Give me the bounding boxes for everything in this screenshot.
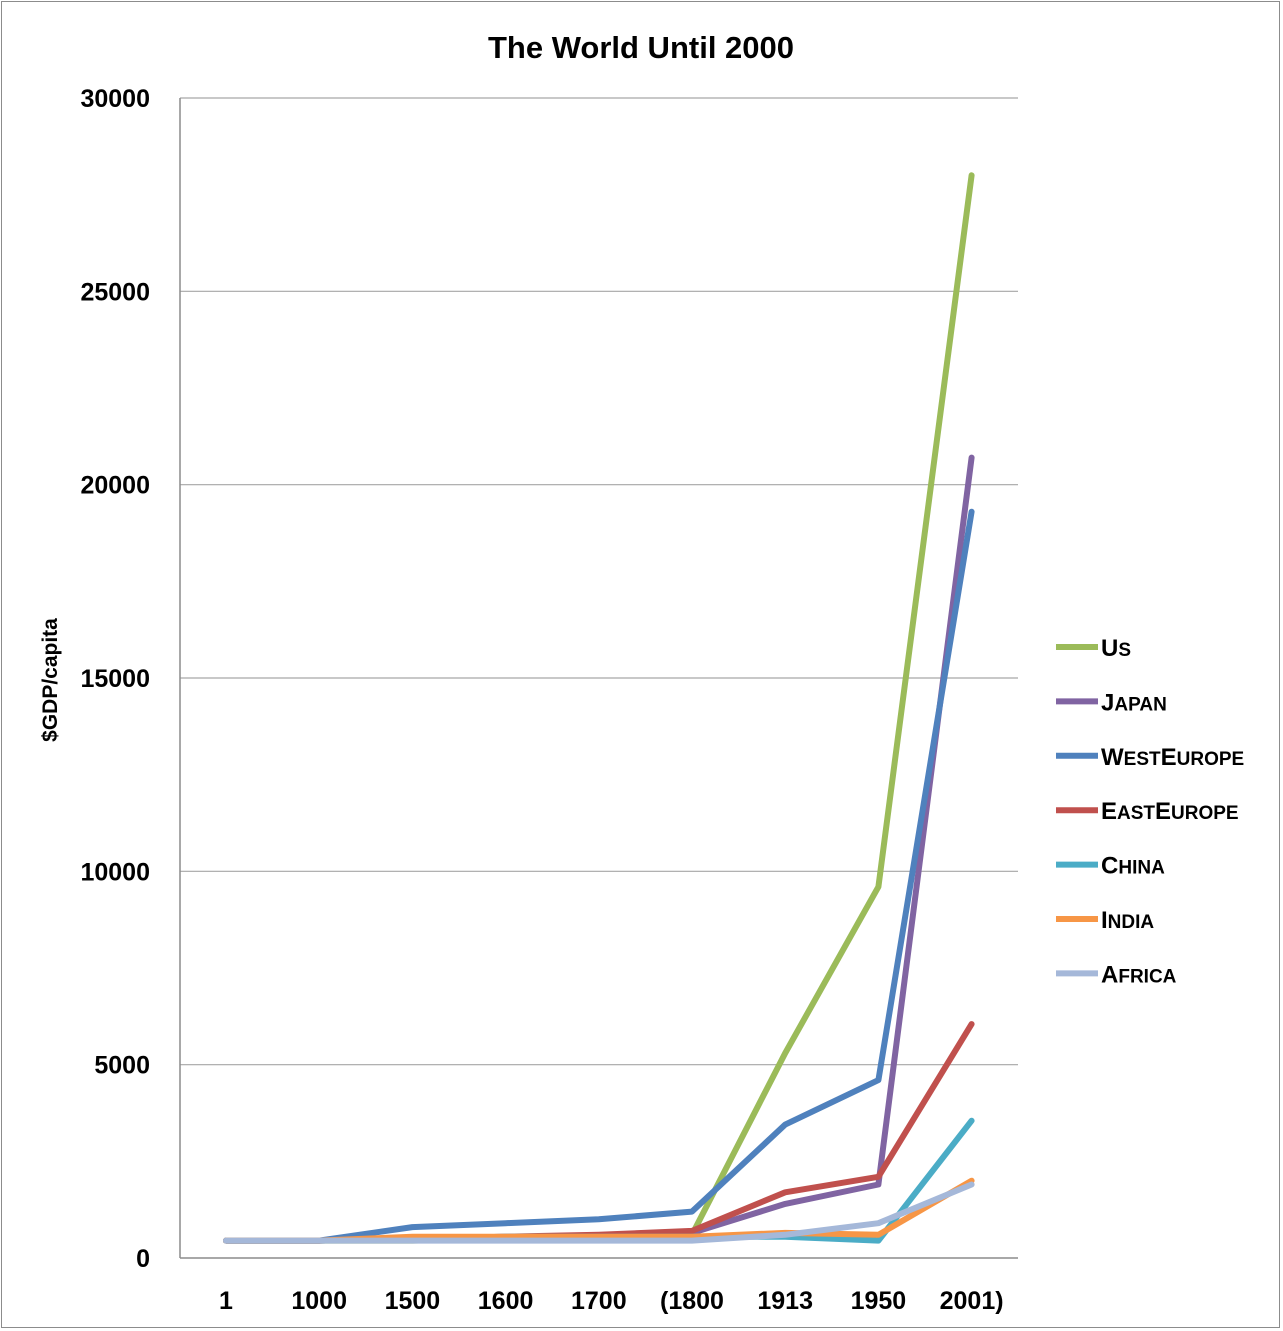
x-tick-label: 1913 — [757, 1287, 813, 1315]
series-line-japan — [223, 454, 975, 1244]
series-line-africa — [223, 1181, 975, 1244]
y-tick-label: 30000 — [80, 85, 150, 113]
legend-label-china: CHINA — [1101, 853, 1165, 880]
legend-label-japan: JAPAN — [1101, 689, 1167, 716]
x-axis-ticks: 1 1000 1500 1600 1700 (1800 1913 1950 2001) — [219, 1287, 1004, 1315]
x-tick-label: 1950 — [851, 1287, 907, 1315]
y-tick-label: 15000 — [80, 665, 150, 693]
series-lines — [223, 172, 975, 1244]
legend-label-india: INDIA — [1101, 907, 1154, 934]
x-tick-label: 1600 — [478, 1287, 534, 1315]
x-tick-label: 1500 — [385, 1287, 441, 1315]
legend-label-us: US — [1101, 635, 1131, 662]
legend-label-westeurope: WESTEUROPE — [1101, 744, 1244, 771]
series-line-easteurope — [223, 1021, 975, 1244]
legend-label-easteurope: EASTEUROPE — [1101, 798, 1239, 825]
y-tick-label: 5000 — [94, 1052, 150, 1080]
y-tick-label: 20000 — [80, 472, 150, 500]
y-axis-ticks: 0 5000 10000 15000 20000 25000 30000 — [80, 85, 150, 1273]
series-line-westeurope — [223, 508, 975, 1244]
x-tick-label: (1800 — [660, 1287, 724, 1315]
y-tick-label: 10000 — [80, 858, 150, 886]
legend: US JAPAN WESTEUROPE EASTEUROPE CHINA INDIA AFR… — [1056, 635, 1244, 988]
x-tick-label: 1000 — [291, 1287, 347, 1315]
chart-title: The World Until 2000 — [488, 30, 794, 65]
x-tick-label: 1 — [219, 1287, 233, 1315]
y-axis-label: $GDP/capita — [39, 618, 62, 742]
x-tick-label: 1700 — [571, 1287, 627, 1315]
x-tick-label: 2001) — [940, 1287, 1004, 1315]
y-tick-label: 0 — [136, 1245, 150, 1273]
y-tick-label: 25000 — [80, 278, 150, 306]
series-line-us — [223, 172, 975, 1244]
legend-label-africa: AFRICA — [1101, 961, 1177, 988]
